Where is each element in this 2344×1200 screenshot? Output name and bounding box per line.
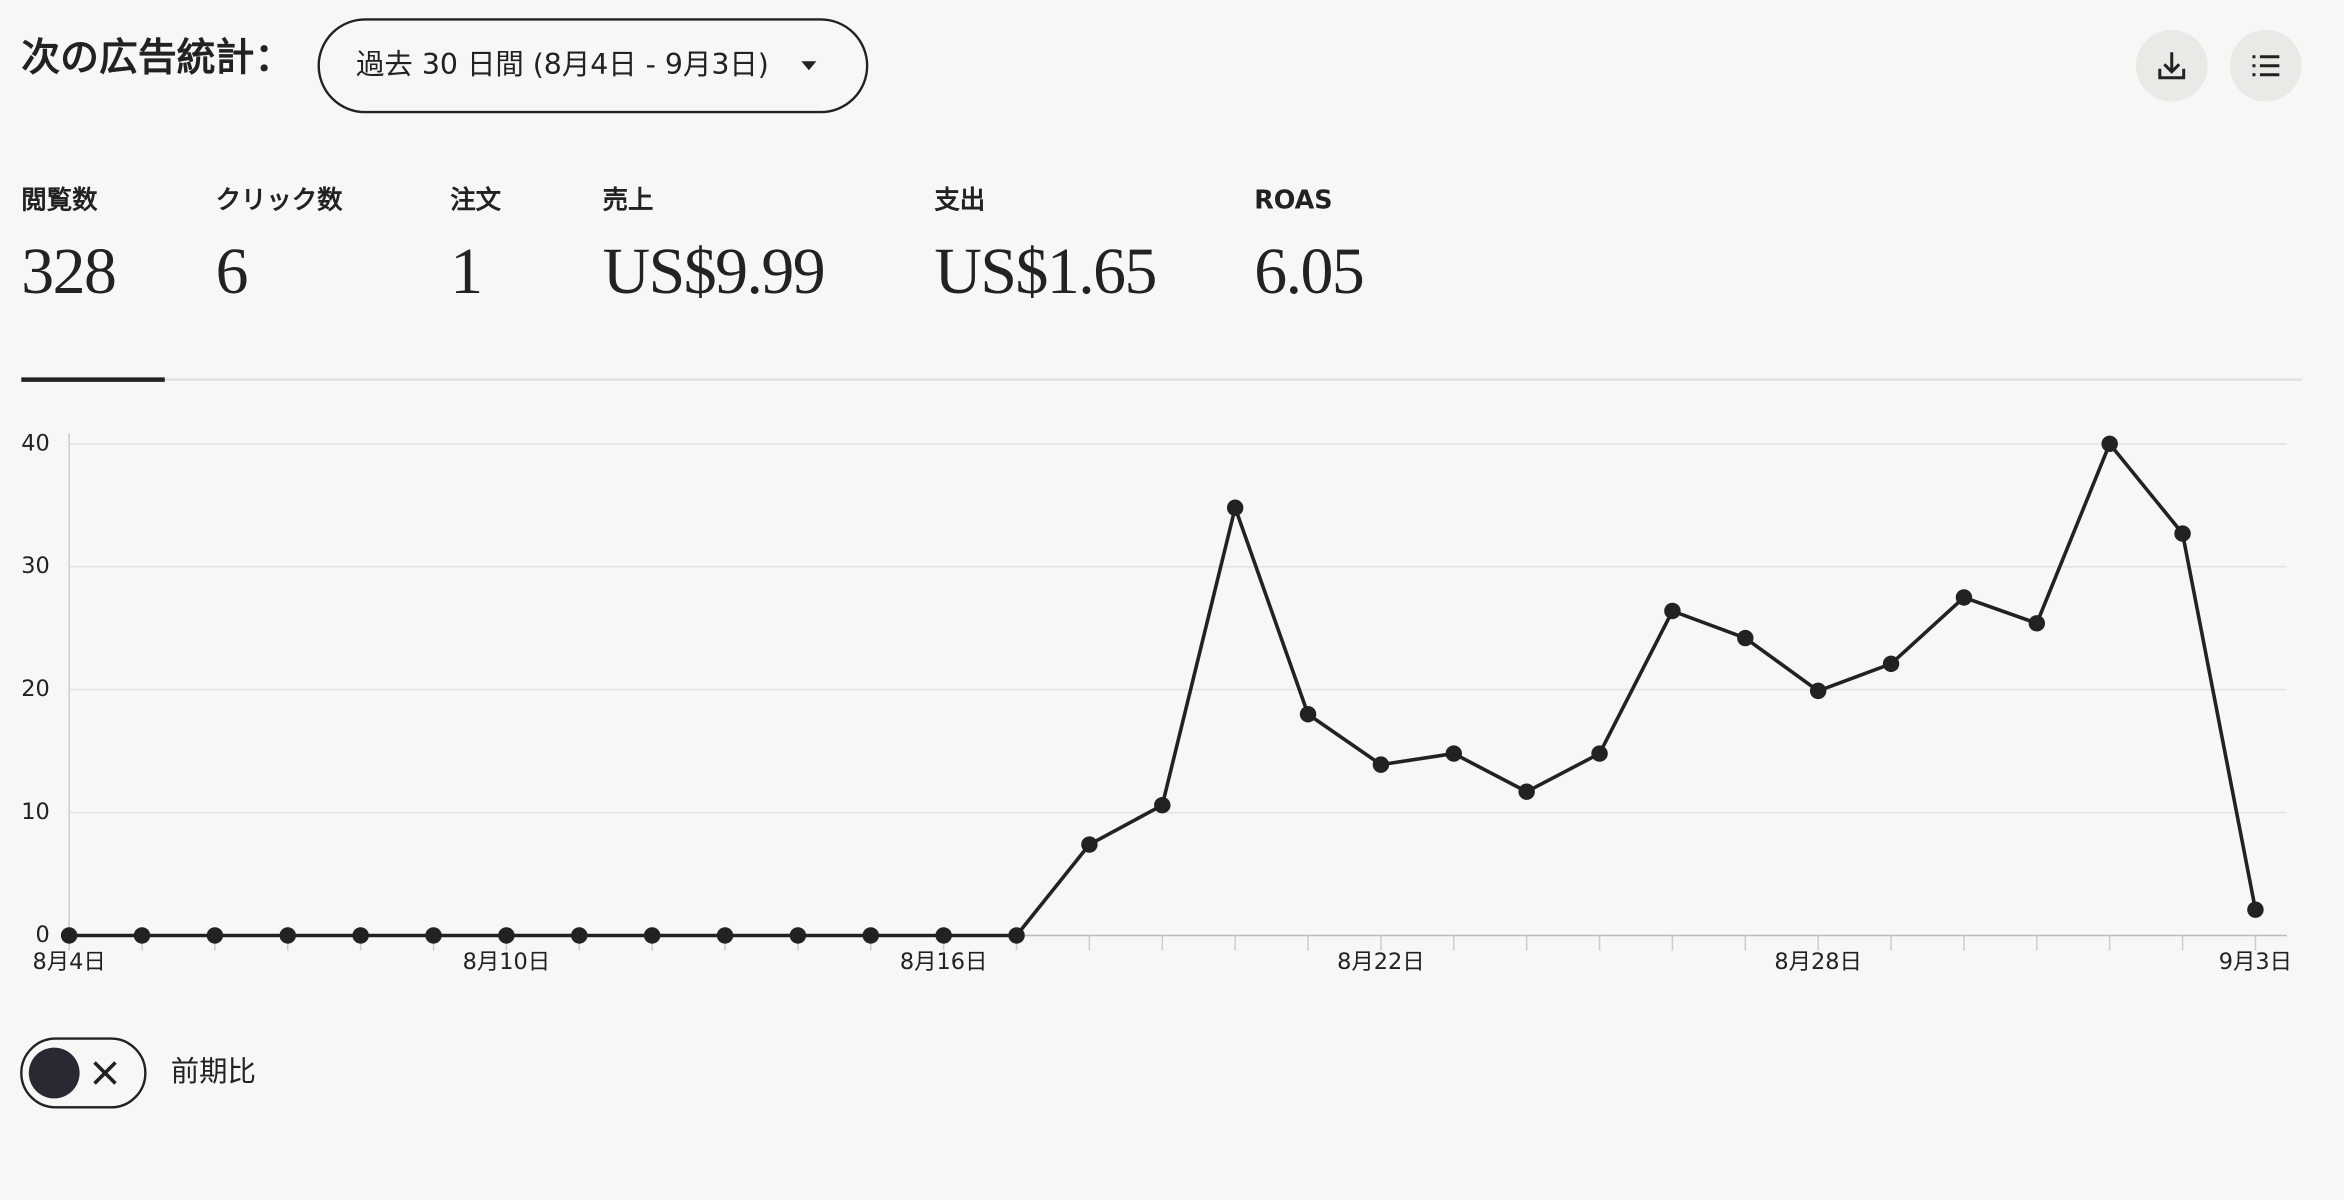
metric-value: 6.05 [1254, 235, 1363, 308]
dropdown-border [317, 18, 869, 114]
x-tick-label: 8月22日 [1337, 949, 1425, 975]
metric-value: 1 [450, 235, 481, 308]
data-point [1882, 655, 1900, 673]
y-tick-label: 30 [21, 553, 50, 579]
data-point [935, 927, 952, 944]
page-title: 次の広告統計： [21, 35, 293, 80]
data-point [1081, 836, 1098, 853]
metric-value: US$1.65 [934, 235, 1156, 308]
y-tick-label: 40 [21, 430, 50, 456]
date-range-dropdown[interactable]: 過去 30 日間 (8月4日 - 9月3日) [317, 18, 869, 114]
data-point [425, 927, 442, 944]
data-point [1809, 682, 1827, 700]
metric-label: 支出 [934, 185, 985, 215]
data-point [2028, 615, 2046, 632]
x-tick-label: 8月10日 [463, 949, 551, 975]
data-point [498, 927, 515, 944]
dropdown-label: 過去 30 日間 (8月4日 - 9月3日) [356, 48, 769, 81]
metric-value: 6 [216, 235, 247, 308]
toggle-track [20, 1037, 147, 1109]
download-button[interactable] [2135, 29, 2208, 102]
list-icon [2252, 55, 2280, 77]
data-point [789, 927, 807, 944]
y-tick-label: 0 [35, 922, 49, 948]
data-point [643, 927, 661, 944]
download-icon [2158, 52, 2186, 80]
dropdown-caret [801, 61, 817, 71]
y-tick-label: 10 [21, 799, 50, 825]
metric-label: 閲覧数 [21, 185, 98, 215]
data-point [2247, 901, 2264, 918]
list-button[interactable] [2230, 29, 2302, 102]
x-tick-label: 9月3日 [2219, 949, 2292, 975]
data-point [60, 927, 78, 944]
metric-label: クリック数 [216, 185, 344, 215]
metric-label: 注文 [450, 185, 501, 215]
data-point [1664, 602, 1681, 620]
data-point [716, 927, 734, 944]
data-point [1591, 745, 1608, 762]
data-point [571, 927, 588, 944]
metric-value: US$9.99 [603, 235, 825, 308]
toggle-knob [28, 1047, 80, 1099]
metric-label: 売上 [603, 185, 654, 215]
data-point [1299, 706, 1317, 723]
data-point [862, 927, 879, 944]
comparison-toggle[interactable] [20, 1037, 147, 1109]
data-point [1737, 629, 1754, 647]
data-point [2101, 435, 2118, 453]
metric-label: ROAS [1254, 185, 1332, 215]
data-point [1154, 796, 1171, 814]
metrics: 閲覧数 328 クリック数 6 注文 1 売上 US$9.99 支出 US$1.65 ROAS 6.0… [21, 185, 1364, 308]
y-tick-label: 20 [21, 676, 50, 702]
data-point [1226, 499, 1244, 516]
data-point [1372, 756, 1390, 773]
data-point [352, 927, 369, 944]
toggle-label: 前期比 [171, 1055, 256, 1088]
data-point [1008, 927, 1025, 944]
chart: 0 10 20 30 40 8月4日 8月10日 8月16日 8月22日 8月28日 9月3日 [21, 430, 2292, 975]
data-point [133, 927, 151, 944]
x-tick-label: 8月28日 [1774, 949, 1862, 975]
data-point [1955, 589, 1973, 606]
data-point [279, 927, 296, 944]
data-point [1518, 783, 1535, 800]
data-point [1445, 745, 1463, 762]
data-point [206, 927, 224, 944]
metric-value: 328 [21, 235, 115, 308]
x-tick-label: 8月16日 [900, 949, 988, 975]
toggle-x-icon [93, 1061, 117, 1085]
x-tick-label: 8月4日 [32, 949, 105, 975]
data-point [2174, 525, 2191, 542]
